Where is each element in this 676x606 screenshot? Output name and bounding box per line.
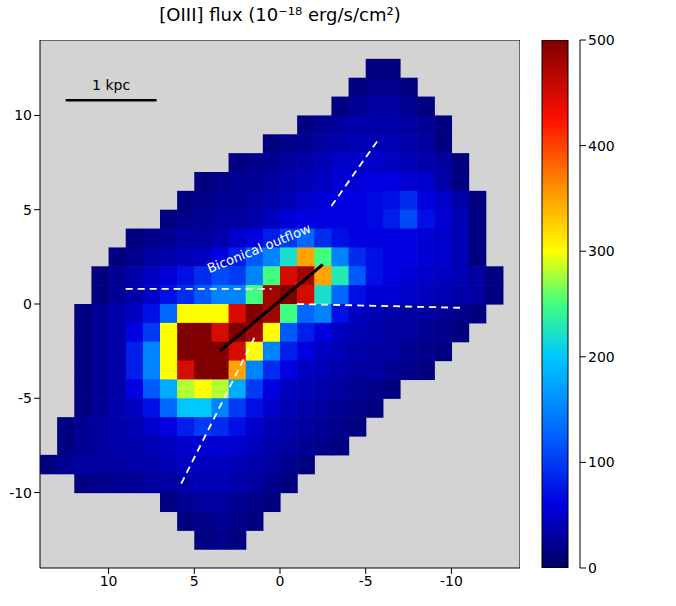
svg-text:100: 100 [588, 454, 615, 470]
svg-text:-5: -5 [18, 390, 32, 406]
svg-text:5: 5 [190, 573, 199, 589]
svg-text:-10: -10 [440, 573, 463, 589]
svg-text:10: 10 [14, 107, 32, 123]
svg-text:400: 400 [588, 138, 615, 154]
svg-text:0: 0 [588, 560, 597, 576]
svg-text:Biconical outflow: Biconical outflow [205, 221, 313, 276]
svg-text:10: 10 [100, 573, 118, 589]
svg-text:5: 5 [23, 202, 32, 218]
html-text:[OIII] flux (10⁻¹⁸ erg/s/cm²): [OIII] flux (10⁻¹⁸ erg/s/cm²) [159, 4, 401, 25]
svg-text:500: 500 [588, 32, 615, 48]
svg-text:1 kpc: 1 kpc [92, 77, 130, 93]
svg-text:-10: -10 [9, 485, 32, 501]
svg-text:0: 0 [23, 296, 32, 312]
svg-text:200: 200 [588, 349, 615, 365]
svg-text:-5: -5 [359, 573, 373, 589]
svg-text:0: 0 [276, 573, 285, 589]
svg-text:300: 300 [588, 243, 615, 259]
